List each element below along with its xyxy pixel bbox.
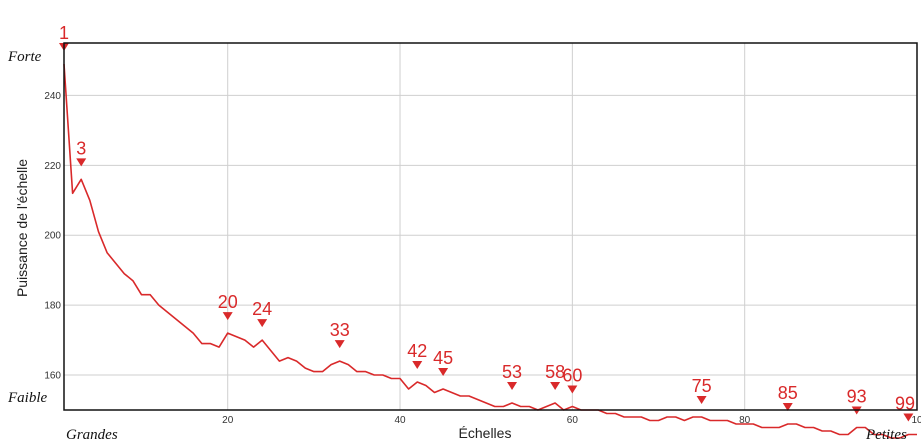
peak-marker <box>567 385 578 394</box>
peak-label: 3 <box>76 138 86 158</box>
y-high-label: Forte <box>7 49 42 65</box>
peak-label: 99 <box>895 393 915 413</box>
x-axis-title: Échelles <box>459 425 512 441</box>
series <box>63 63 917 439</box>
peak-label: 33 <box>330 320 350 340</box>
peak-marker <box>550 382 561 391</box>
peak-label: 42 <box>407 341 427 361</box>
peak-marker <box>903 413 914 422</box>
peak-label: 24 <box>252 299 272 319</box>
x-high-label: Petites <box>865 427 907 442</box>
y-tick-label: 240 <box>44 91 61 102</box>
x-tick-label: 80 <box>739 415 751 426</box>
peak-marker <box>782 402 793 411</box>
peak-label: 58 <box>545 362 565 382</box>
x-tick-label: 40 <box>394 415 406 426</box>
peak-label: 45 <box>433 348 453 368</box>
peak-label: 20 <box>218 292 238 312</box>
y-tick-label: 160 <box>44 371 61 382</box>
peak-marker <box>696 395 707 404</box>
peak-marker <box>257 319 268 328</box>
y-tick-label: 180 <box>44 301 61 312</box>
peak-marker <box>438 368 449 377</box>
y-tick-label: 220 <box>44 161 61 172</box>
x-low-label: Grandes <box>66 427 118 442</box>
y-axis-title: Puissance de l'échelle <box>14 159 30 297</box>
peak-label: 53 <box>502 362 522 382</box>
x-tick-label: 60 <box>567 415 579 426</box>
axis-ticks: 20 40 60 80 10 160 180 200 220 240 <box>44 91 921 426</box>
x-tick-label: 20 <box>222 415 234 426</box>
peak-label: 1 <box>59 23 69 43</box>
grid <box>64 43 917 410</box>
power-line <box>63 63 917 439</box>
peak-marker <box>76 158 87 167</box>
peak-marker <box>412 361 423 370</box>
peak-label: 93 <box>847 386 867 406</box>
y-low-label: Faible <box>7 390 47 406</box>
plot-frame <box>63 42 918 411</box>
peak-marker <box>334 340 345 349</box>
peak-marker <box>507 382 518 391</box>
peak-label: 75 <box>692 376 712 396</box>
y-tick-label: 200 <box>44 231 61 242</box>
peak-label: 60 <box>562 366 582 386</box>
x-tick-label: 10 <box>911 415 921 426</box>
peak-marker <box>222 312 233 321</box>
peak-label: 85 <box>778 383 798 403</box>
